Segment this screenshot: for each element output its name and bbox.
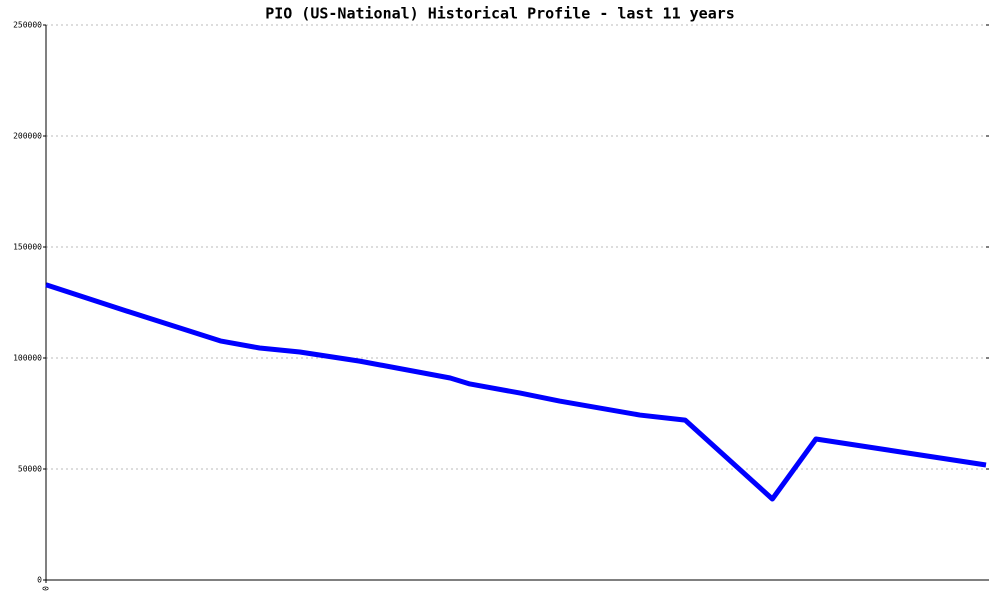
y-tick-label: 200000 [13,132,42,141]
y-tick-label: 50000 [18,465,42,474]
chart-title: PIO (US-National) Historical Profile - l… [265,5,735,23]
y-tick-label: 150000 [13,243,42,252]
x-tick-label: 0 [42,586,51,591]
y-tick-label: 100000 [13,354,42,363]
y-tick-label: 250000 [13,21,42,30]
y-tick-label: 0 [37,576,42,585]
line [45,282,987,502]
